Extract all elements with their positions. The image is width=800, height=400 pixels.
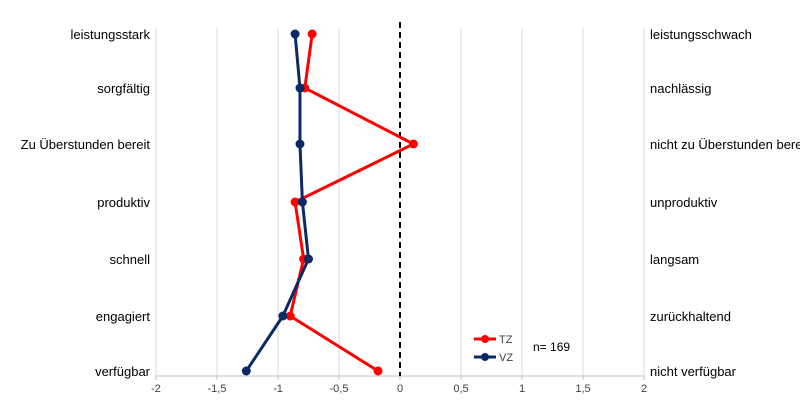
right-category-labels: leistungsschwach nachlässig nicht zu Übers… [650,27,800,379]
x-tick-label-2: -1 [273,383,283,395]
left-category-label-3: produktiv [97,195,150,210]
point-vz-5 [278,311,288,321]
legend-label-vz: VZ [499,352,513,364]
legend-marker-tz [481,335,489,343]
point-tz-3 [290,197,300,207]
point-vz-6 [241,366,251,376]
left-category-label-1: sorgfältig [97,81,150,96]
legend: TZ VZ [474,334,513,364]
right-category-label-0: leistungsschwach [650,27,752,42]
point-tz-2 [408,139,418,149]
x-tick-labels: -2 -1,5 -1 -0,5 0 0,5 1 1,5 2 [151,376,647,395]
x-tick-label-7: 1,5 [575,383,590,395]
x-tick-label-4: 0 [397,383,403,395]
sample-size-note: n= 169 [533,340,570,354]
x-tick-label-5: 0,5 [453,383,468,395]
point-vz-2 [295,139,305,149]
left-category-label-0: leistungsstark [71,27,151,42]
point-tz-6 [373,366,383,376]
x-tick-label-1: -1,5 [208,383,227,395]
point-vz-4 [304,254,313,264]
left-category-label-4: schnell [110,252,151,267]
left-category-label-5: engagiert [96,309,151,324]
point-vz-1 [295,83,305,93]
legend-label-tz: TZ [499,334,513,346]
x-tick-label-3: -0,5 [330,383,349,395]
x-tick-label-0: -2 [151,383,161,395]
right-category-label-2: nicht zu Überstunden bereit [650,137,800,152]
series-layer [241,29,418,376]
right-category-label-6: nicht verfügbar [650,364,737,379]
x-tick-label-8: 2 [641,383,647,395]
point-tz-0 [307,29,317,39]
point-vz-3 [297,197,307,207]
left-category-label-6: verfügbar [95,364,151,379]
left-category-label-2: Zu Überstunden bereit [21,137,151,152]
x-tick-label-6: 1 [519,383,525,395]
right-category-label-4: langsam [650,252,699,267]
point-tz-5 [285,311,295,321]
right-category-label-5: zurückhaltend [650,309,731,324]
grid-lines [155,28,645,376]
right-category-label-1: nachlässig [650,81,711,96]
legend-marker-vz [481,353,489,361]
point-vz-0 [290,29,300,39]
left-category-labels: leistungsstark sorgfältig Zu Überstunden b… [21,27,151,379]
series-line-tz [288,33,415,373]
right-category-label-3: unproduktiv [650,195,718,210]
